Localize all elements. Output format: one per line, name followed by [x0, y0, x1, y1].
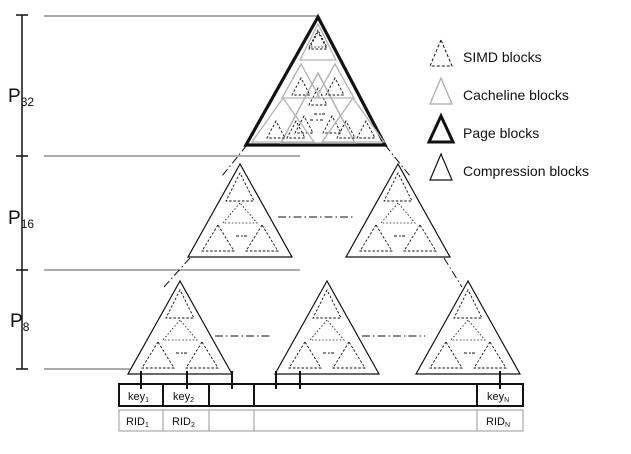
legend-simd-icon — [429, 38, 453, 67]
level-label-p8: P8 — [10, 311, 30, 334]
compression-block-p8-2 — [274, 280, 380, 375]
compression-block-p16-left — [187, 163, 293, 258]
compression-block-p8-1 — [127, 280, 233, 375]
level-bracket — [16, 14, 28, 370]
level-label-p32: P32 — [8, 86, 34, 109]
legend-page-icon — [426, 112, 456, 144]
legend-cacheline-icon — [428, 76, 454, 105]
key-n: keyN — [487, 391, 509, 404]
legend-compression-icon — [429, 152, 453, 181]
compression-block-p8-3 — [415, 280, 521, 375]
rid-array: RID1 RID2 RIDN — [118, 409, 524, 432]
key-2: key2 — [173, 391, 194, 404]
cacheline-block — [281, 73, 355, 143]
compression-block-p16-right — [345, 163, 451, 258]
rid-n: RIDN — [486, 416, 510, 429]
key-1: key1 — [128, 391, 149, 404]
rid-2: RID2 — [172, 416, 195, 429]
legend-page-label: Page blocks — [463, 125, 539, 141]
legend: SIMD blocks Cacheline blocks Page blocks… — [426, 38, 589, 181]
level-label-p16: P16 — [8, 208, 34, 231]
rid-1: RID1 — [126, 416, 149, 429]
legend-simd-label: SIMD blocks — [463, 49, 542, 65]
page-block — [243, 13, 388, 147]
legend-compression-label: Compression blocks — [463, 163, 589, 179]
key-array: key1 key2 keyN — [118, 371, 524, 407]
level-connectors — [163, 144, 463, 337]
legend-cacheline-label: Cacheline blocks — [463, 87, 569, 103]
level-guide-lines — [44, 15, 318, 370]
